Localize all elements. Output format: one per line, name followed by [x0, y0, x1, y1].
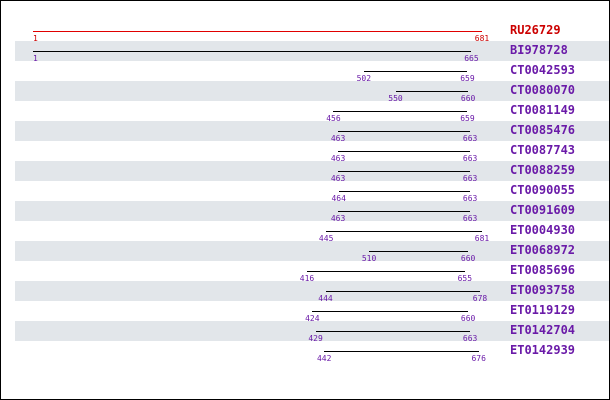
alignment-end: 663: [462, 334, 478, 343]
alignment-bar: [312, 311, 469, 312]
alignment-row: 424 660 ET0119129: [15, 301, 609, 323]
alignment-label[interactable]: CT0091609: [510, 203, 576, 217]
alignment-row: 550 660 CT0080070: [15, 81, 609, 103]
alignment-end: 660: [460, 254, 476, 263]
reference-bar: [33, 31, 482, 32]
alignment-row: 464 663 CT0090055: [15, 181, 609, 203]
alignment-label[interactable]: CT0081149: [510, 103, 576, 117]
alignment-row: 510 660 ET0068972: [15, 241, 609, 263]
alignment-end: 663: [462, 154, 478, 163]
alignment-start: 424: [305, 314, 320, 323]
alignment-bar: [363, 71, 468, 72]
reference-start: 1: [33, 34, 38, 43]
alignment-start: 550: [388, 94, 403, 103]
alignment-bar: [338, 151, 471, 152]
alignment-label[interactable]: ET0004930: [510, 223, 576, 237]
alignment-end: 678: [472, 294, 488, 303]
alignment-bar: [325, 291, 480, 292]
alignment-label[interactable]: ET0119129: [510, 303, 576, 317]
alignment-end: 659: [460, 74, 475, 83]
alignment-row: 429 663 ET0142704: [15, 321, 609, 343]
alignment-end: 660: [460, 94, 476, 103]
alignment-row: 502 659 CT0042593: [15, 61, 609, 83]
alignment-label[interactable]: ET0142704: [510, 323, 576, 337]
alignment-row: 463 663 CT0091609: [15, 201, 609, 223]
alignment-start: 445: [318, 234, 334, 243]
alignment-start: 442: [316, 354, 332, 363]
alignment-label[interactable]: CT0087743: [510, 143, 576, 157]
alignment-label[interactable]: CT0085476: [510, 123, 576, 137]
alignment-bar: [33, 51, 472, 52]
alignment-start: 429: [308, 334, 323, 343]
alignment-bar: [395, 91, 469, 92]
alignment-label[interactable]: CT0088259: [510, 163, 576, 177]
alignment-row: 1 665 BI978728: [15, 41, 609, 63]
alignment-start: 463: [330, 154, 346, 163]
alignment-end: 676: [471, 354, 486, 363]
alignment-label[interactable]: CT0080070: [510, 83, 576, 97]
alignment-bar: [338, 211, 471, 212]
alignment-start: 464: [331, 194, 346, 203]
alignment-end: 655: [457, 274, 473, 283]
alignment-bar: [315, 331, 471, 332]
alignment-start: 463: [330, 174, 346, 183]
alignment-row: 445 681 ET0004930: [15, 221, 609, 243]
alignment-row: 444 678 ET0093758: [15, 281, 609, 303]
alignment-start: 463: [330, 214, 346, 223]
alignment-end: 663: [462, 214, 478, 223]
alignment-bar: [307, 271, 465, 272]
alignment-end: 663: [462, 174, 478, 183]
alignment-label[interactable]: CT0042593: [510, 63, 576, 77]
alignment-start: 444: [318, 294, 333, 303]
alignment-label[interactable]: ET0142939: [510, 343, 576, 357]
alignment-end: 659: [460, 114, 475, 123]
alignment-end: 681: [474, 234, 490, 243]
alignment-label[interactable]: ET0068972: [510, 243, 576, 257]
reference-end: 681: [474, 34, 490, 43]
alignment-bar: [338, 191, 471, 192]
alignment-start: 502: [356, 74, 372, 83]
alignment-bar: [338, 131, 471, 132]
alignment-bar: [338, 171, 471, 172]
alignment-label[interactable]: BI978728: [510, 43, 568, 57]
alignment-end: 663: [462, 194, 478, 203]
alignment-row: 463 663 CT0087743: [15, 141, 609, 163]
reference-row: 1 681 RU26729: [15, 21, 609, 43]
alignment-label[interactable]: ET0093758: [510, 283, 576, 297]
alignment-start: 463: [330, 134, 346, 143]
alignment-row: 463 663 CT0085476: [15, 121, 609, 143]
alignment-row: 456 659 CT0081149: [15, 101, 609, 123]
alignment-bar: [333, 111, 468, 112]
alignment-bar: [369, 251, 469, 252]
alignment-end: 665: [464, 54, 479, 63]
alignment-row: 416 655 ET0085696: [15, 261, 609, 283]
alignment-start: 456: [326, 114, 341, 123]
alignment-row: 463 663 CT0088259: [15, 161, 609, 183]
alignment-label[interactable]: CT0090055: [510, 183, 576, 197]
alignment-end: 663: [462, 134, 478, 143]
alignment-start: 1: [33, 54, 38, 63]
alignment-row: 442 676 ET0142939: [15, 341, 609, 363]
alignment-end: 660: [460, 314, 476, 323]
alignment-bar: [324, 351, 479, 352]
alignment-label[interactable]: ET0085696: [510, 263, 576, 277]
alignment-start: 510: [361, 254, 377, 263]
alignment-bar: [326, 231, 482, 232]
reference-label[interactable]: RU26729: [510, 23, 561, 37]
alignment-start: 416: [299, 274, 315, 283]
